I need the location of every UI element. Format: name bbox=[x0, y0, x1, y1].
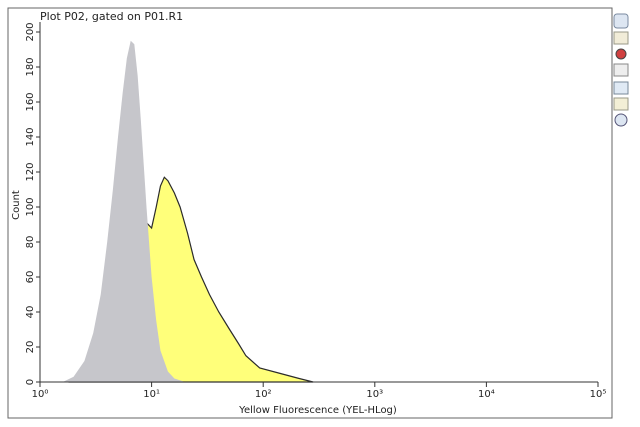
y-tick-label: 0 bbox=[25, 379, 36, 385]
y-tick-label: 120 bbox=[25, 162, 36, 181]
x-tick-label: 10¹ bbox=[143, 389, 160, 400]
y-tick-label: 20 bbox=[25, 341, 36, 354]
y-tick-label: 140 bbox=[25, 127, 36, 146]
tool-color[interactable] bbox=[615, 48, 627, 60]
y-tick-label: 180 bbox=[25, 57, 36, 76]
tool-export[interactable] bbox=[613, 97, 629, 111]
y-tick-label: 100 bbox=[25, 197, 36, 216]
y-tick-label: 40 bbox=[25, 306, 36, 319]
x-axis-label: Yellow Fluorescence (YEL-HLog) bbox=[238, 405, 397, 416]
x-tick-label: 10⁴ bbox=[478, 389, 495, 400]
y-tick-label: 160 bbox=[25, 92, 36, 111]
tool-zoom[interactable] bbox=[613, 13, 629, 29]
histogram-area bbox=[62, 40, 186, 382]
tool-copy[interactable] bbox=[613, 31, 629, 45]
tool-print[interactable] bbox=[613, 81, 629, 95]
toolbar bbox=[613, 13, 629, 127]
x-tick-label: 10² bbox=[255, 389, 272, 400]
plot-title: Plot P02, gated on P01.R1 bbox=[40, 10, 183, 23]
y-tick-label: 60 bbox=[25, 271, 36, 284]
tool-search[interactable] bbox=[614, 113, 628, 127]
y-axis-label: Count bbox=[11, 190, 22, 220]
tool-stats[interactable] bbox=[613, 63, 629, 77]
x-tick-label: 10⁰ bbox=[32, 389, 49, 400]
x-tick-label: 10³ bbox=[366, 389, 383, 400]
y-tick-label: 80 bbox=[25, 236, 36, 249]
y-tick-label: 200 bbox=[25, 22, 36, 41]
x-tick-label: 10⁵ bbox=[590, 389, 607, 400]
